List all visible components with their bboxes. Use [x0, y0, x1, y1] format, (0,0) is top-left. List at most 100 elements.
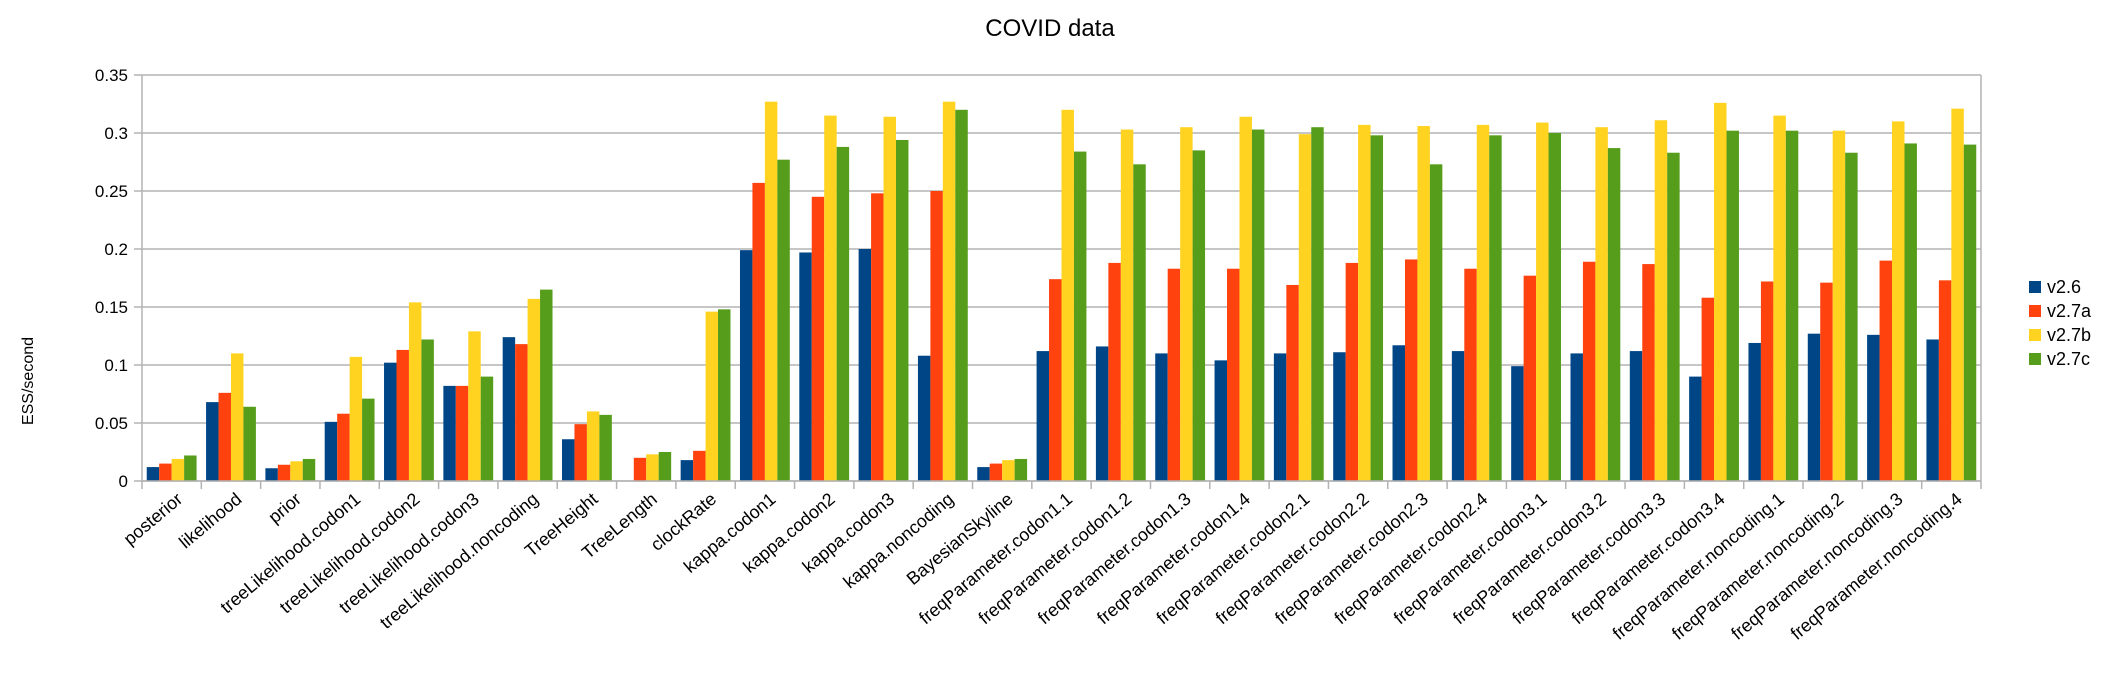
- bar-v2.7a-treeLikelihood.noncoding: [515, 344, 528, 481]
- legend-label-v2.6: v2.6: [2047, 277, 2081, 297]
- y-tick-label-5: 0.25: [95, 182, 128, 201]
- y-tick-label-6: 0.3: [104, 124, 128, 143]
- bar-v2.6-kappa.codon1: [739, 250, 753, 481]
- y-tick-label-0: 0: [119, 472, 128, 491]
- bar-v2.7b-TreeHeight: [586, 411, 600, 481]
- y-tick-label-1: 0.05: [95, 414, 128, 433]
- bar-v2.7c-freqParameter.codon1.1: [1073, 151, 1087, 481]
- x-tick-label-0: posterior: [120, 489, 187, 549]
- bar-v2.6-BayesianSkyline: [977, 467, 990, 481]
- bar-v2.7a-freqParameter.codon2.1: [1286, 284, 1299, 481]
- bar-v2.7a-prior: [277, 464, 291, 481]
- bar-v2.6-freqParameter.codon2.1: [1273, 353, 1287, 481]
- bar-v2.7a-freqParameter.codon1.4: [1227, 268, 1240, 481]
- y-tick-labels: 0 0.05 0.1 0.15 0.2 0.25 0.3 0.35: [95, 66, 128, 491]
- x-tick-label-14: BayesianSkyline: [903, 489, 1017, 589]
- legend-label-v2.7b: v2.7b: [2047, 325, 2091, 345]
- bar-v2.6-kappa.noncoding: [917, 355, 931, 481]
- bar-v2.7a-freqParameter.codon1.3: [1167, 268, 1181, 481]
- legend-label-v2.7c: v2.7c: [2047, 349, 2090, 369]
- bar-v2.7a-likelihood: [218, 392, 231, 481]
- bar-v2.7a-freqParameter.codon2.3: [1404, 259, 1418, 481]
- bar-v2.7b-prior: [290, 461, 303, 481]
- bar-v2.7c-freqParameter.noncoding.3: [1904, 143, 1917, 481]
- x-tick-label-1: likelihood: [175, 489, 245, 553]
- bars: [146, 101, 1977, 482]
- bar-v2.6-freqParameter.codon1.1: [1036, 351, 1050, 481]
- bar-v2.7c-kappa.codon3: [895, 139, 909, 481]
- bar-v2.7c-BayesianSkyline: [1014, 458, 1028, 481]
- bar-v2.7a-TreeHeight: [574, 424, 587, 481]
- bar-v2.7b-kappa.codon1: [764, 101, 778, 482]
- bar-v2.7a-treeLikelihood.codon1: [337, 413, 350, 481]
- bar-v2.7b-treeLikelihood.noncoding: [527, 298, 541, 481]
- bar-v2.7a-freqParameter.noncoding.2: [1820, 282, 1833, 481]
- y-tick-label-4: 0.2: [104, 240, 128, 259]
- bar-v2.7c-freqParameter.noncoding.4: [1963, 144, 1977, 481]
- bar-v2.6-freqParameter.codon1.3: [1155, 353, 1168, 481]
- legend-swatch-v2.7c: [2029, 353, 2041, 365]
- bar-v2.7a-freqParameter.noncoding.1: [1760, 281, 1774, 481]
- bar-v2.7c-kappa.codon2: [836, 146, 850, 482]
- bar-v2.7b-freqParameter.codon3.1: [1536, 122, 1549, 481]
- bar-v2.7a-treeLikelihood.codon2: [396, 349, 409, 481]
- legend-swatch-v2.6: [2029, 281, 2041, 293]
- bar-v2.7c-clockRate: [718, 309, 731, 481]
- bar-v2.6-freqParameter.noncoding.4: [1926, 339, 1939, 481]
- axes: [141, 75, 1982, 489]
- bar-v2.7a-freqParameter.codon2.2: [1345, 262, 1359, 481]
- bar-v2.7c-freqParameter.codon1.2: [1133, 164, 1146, 481]
- bar-v2.6-posterior: [146, 467, 160, 481]
- legend-label-v2.7a: v2.7a: [2047, 301, 2092, 321]
- bar-v2.7a-freqParameter.codon1.2: [1108, 262, 1121, 481]
- bar-v2.7b-freqParameter.codon1.1: [1061, 109, 1074, 482]
- bar-v2.7c-TreeLength: [658, 452, 672, 481]
- bar-v2.7b-freqParameter.codon2.2: [1358, 124, 1371, 481]
- bar-v2.6-freqParameter.noncoding.3: [1867, 334, 1880, 481]
- bar-v2.6-kappa.codon2: [799, 252, 812, 481]
- bar-v2.7a-kappa.noncoding: [930, 191, 943, 481]
- bar-v2.7c-freqParameter.codon3.4: [1726, 130, 1739, 481]
- bar-v2.7a-kappa.codon2: [811, 196, 825, 482]
- bar-v2.7c-freqParameter.codon3.3: [1667, 152, 1680, 481]
- bar-v2.6-freqParameter.codon1.2: [1095, 346, 1109, 481]
- chart-title: COVID data: [985, 15, 1115, 42]
- bar-v2.7c-treeLikelihood.codon3: [480, 376, 494, 481]
- bar-v2.7b-kappa.codon3: [883, 116, 896, 481]
- bar-v2.7c-TreeHeight: [599, 414, 612, 481]
- bar-v2.7b-freqParameter.noncoding.4: [1951, 108, 1964, 481]
- bar-v2.6-freqParameter.codon2.2: [1333, 352, 1346, 481]
- legend-swatch-v2.7a: [2029, 305, 2041, 317]
- legend: v2.6 v2.7a v2.7b v2.7c: [2029, 277, 2092, 369]
- bar-v2.6-freqParameter.codon2.4: [1451, 351, 1465, 481]
- bar-v2.7c-freqParameter.codon2.1: [1311, 127, 1324, 481]
- bar-v2.7c-freqParameter.codon3.1: [1548, 133, 1561, 481]
- bar-v2.7a-kappa.codon3: [871, 193, 884, 481]
- bar-v2.6-freqParameter.codon1.4: [1214, 360, 1228, 481]
- bar-v2.7a-freqParameter.codon3.2: [1582, 261, 1596, 481]
- bar-v2.7a-freqParameter.codon3.4: [1701, 297, 1715, 481]
- bar-v2.6-freqParameter.noncoding.2: [1807, 333, 1821, 481]
- x-tick-label-13: kappa.noncoding: [840, 489, 958, 592]
- bar-v2.7c-freqParameter.codon1.4: [1251, 129, 1265, 481]
- bar-v2.7a-freqParameter.codon3.3: [1642, 264, 1655, 481]
- bar-v2.7b-freqParameter.codon1.2: [1120, 129, 1134, 481]
- bar-v2.7a-TreeLength: [633, 457, 647, 481]
- bar-v2.7c-prior: [302, 458, 316, 481]
- bar-v2.7b-TreeLength: [646, 454, 659, 481]
- bar-v2.7c-posterior: [184, 455, 197, 481]
- bar-v2.7a-freqParameter.codon1.1: [1049, 279, 1062, 481]
- bar-v2.7c-treeLikelihood.codon1: [362, 398, 375, 481]
- legend-swatch-v2.7b: [2029, 329, 2041, 341]
- x-tick-label-2: prior: [264, 489, 304, 527]
- bar-v2.7b-treeLikelihood.codon1: [349, 356, 363, 481]
- y-axis-label: ESS/second: [20, 337, 37, 425]
- bar-v2.7c-freqParameter.noncoding.2: [1845, 152, 1858, 481]
- bar-v2.7c-freqParameter.noncoding.1: [1785, 130, 1799, 481]
- y-tick-label-7: 0.35: [95, 66, 128, 85]
- bar-v2.6-likelihood: [206, 402, 219, 481]
- y-tick-label-3: 0.15: [95, 298, 128, 317]
- bar-v2.7b-freqParameter.codon2.4: [1476, 124, 1490, 481]
- bar-v2.7c-freqParameter.codon1.3: [1192, 150, 1206, 481]
